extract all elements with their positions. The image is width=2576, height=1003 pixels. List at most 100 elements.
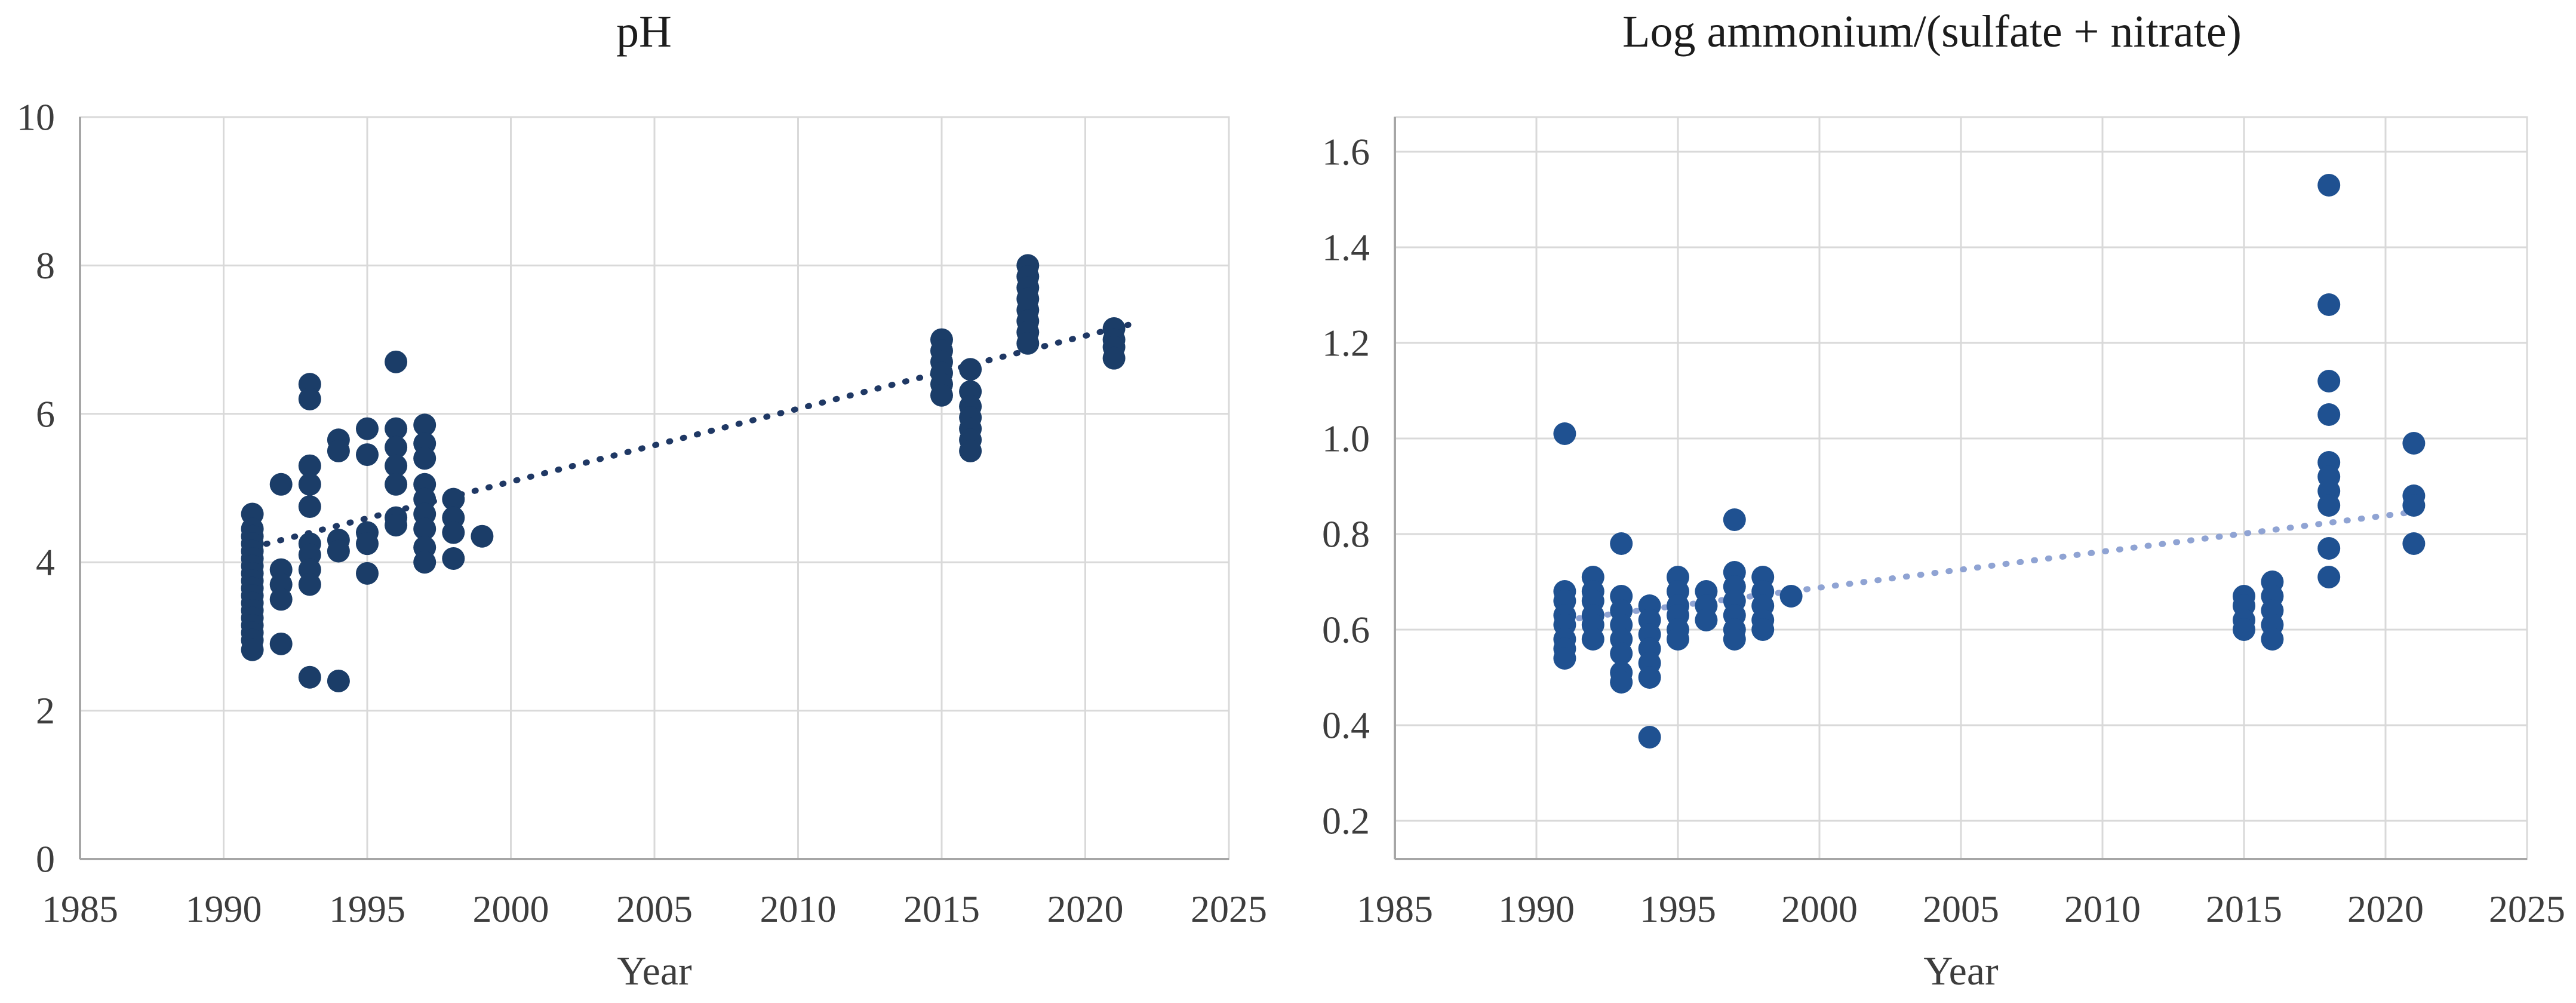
x-tick-label: 2005 <box>1923 888 1999 930</box>
y-tick-label: 1.2 <box>1322 322 1370 364</box>
data-point <box>2402 494 2426 517</box>
y-tick-label: 0.2 <box>1322 800 1370 842</box>
trendline <box>249 321 1132 551</box>
data-point <box>385 473 408 496</box>
data-point <box>327 539 350 563</box>
data-point <box>1638 726 1661 749</box>
data-point <box>413 413 436 437</box>
data-point <box>385 417 408 440</box>
data-point <box>269 588 293 611</box>
y-tick-label: 0.8 <box>1322 513 1370 556</box>
y-tick-label: 1.4 <box>1322 226 1370 269</box>
data-point <box>1610 642 1633 665</box>
trendline <box>1561 507 2431 623</box>
ph-chart-title: pH <box>616 7 672 57</box>
data-point <box>385 435 408 459</box>
x-axis-title: Year <box>617 948 692 993</box>
data-point <box>2317 537 2341 560</box>
ph-chart-plot: 0 2 4 6 8 10 1985 1990 1995 2000 2005 2010 2015 2020 2… <box>17 96 1267 994</box>
data-point <box>298 573 321 596</box>
data-point <box>327 669 350 692</box>
data-point <box>1581 628 1604 651</box>
x-tick-label: 1995 <box>1640 888 1716 930</box>
data-point <box>2261 628 2284 651</box>
data-point <box>413 551 436 574</box>
data-point <box>298 454 321 477</box>
data-point <box>2317 370 2341 392</box>
data-point <box>356 532 379 556</box>
y-tick-label: 0.6 <box>1322 609 1370 651</box>
data-point <box>442 521 465 544</box>
data-point <box>2317 566 2341 588</box>
y-tick-label: 1.6 <box>1322 131 1370 173</box>
data-point <box>413 517 436 541</box>
x-tick-label: 2025 <box>1191 888 1267 930</box>
data-point <box>298 495 321 519</box>
data-point <box>1553 647 1576 670</box>
data-point <box>2317 174 2341 197</box>
x-tick-label: 1985 <box>42 888 118 930</box>
data-point <box>356 417 379 440</box>
x-tick-label: 2025 <box>2489 888 2565 930</box>
data-point <box>269 632 293 655</box>
x-tick-label: 2000 <box>1781 888 1858 930</box>
x-tick-label: 2015 <box>903 888 980 930</box>
data-point <box>385 350 408 373</box>
data-point <box>1016 332 1040 355</box>
data-point <box>298 665 321 689</box>
ammonium-ratio-chart: Log ammonium/(sulfate + nitrate) 0.2 0.4 0… <box>1288 0 2576 1003</box>
x-axis-title: Year <box>1923 948 1999 993</box>
x-tick-label: 1985 <box>1357 888 1433 930</box>
data-point <box>356 443 379 467</box>
data-point <box>2233 618 2255 641</box>
x-tick-label: 2010 <box>2064 888 2141 930</box>
data-point <box>2402 432 2426 455</box>
y-tick-label: 6 <box>36 392 55 435</box>
data-point <box>298 473 321 496</box>
data-point <box>959 358 982 381</box>
data-point <box>269 473 293 496</box>
data-point <box>442 547 465 570</box>
y-tick-label: 10 <box>17 96 55 139</box>
data-point <box>1610 671 1633 694</box>
data-point <box>1667 628 1689 651</box>
data-point <box>385 454 408 477</box>
ammonium-ratio-chart-title: Log ammonium/(sulfate + nitrate) <box>1622 7 2242 57</box>
data-point <box>241 638 264 661</box>
data-point <box>327 439 350 462</box>
data-point <box>1723 628 1746 651</box>
data-point <box>356 562 379 585</box>
data-point <box>1779 585 1803 608</box>
data-point <box>959 439 982 462</box>
y-tick-label: 8 <box>36 244 55 287</box>
x-tick-label: 1990 <box>186 888 262 930</box>
data-point <box>385 514 408 537</box>
x-tick-label: 2000 <box>473 888 549 930</box>
x-tick-label: 1995 <box>329 888 405 930</box>
data-point <box>413 447 436 470</box>
data-point <box>1553 422 1576 445</box>
x-tick-label: 2015 <box>2206 888 2282 930</box>
data-point <box>471 524 494 548</box>
x-tick-label: 2020 <box>1047 888 1124 930</box>
y-tick-label: 0.4 <box>1322 704 1370 747</box>
data-point <box>1638 666 1661 689</box>
data-point <box>442 487 465 511</box>
ph-chart: pH 0 2 4 6 8 10 1985 1990 1995 2000 2005 2010 2015 20… <box>17 7 1267 994</box>
data-point <box>1102 346 1126 370</box>
y-tick-label: 1.0 <box>1322 418 1370 460</box>
y-tick-label: 4 <box>36 541 55 584</box>
x-tick-label: 2020 <box>2347 888 2424 930</box>
data-point <box>1695 609 1718 631</box>
data-point <box>2317 293 2341 316</box>
x-tick-label: 2010 <box>760 888 837 930</box>
data-point <box>298 387 321 410</box>
data-point <box>1751 618 1775 641</box>
x-tick-label: 1990 <box>1498 888 1575 930</box>
data-point <box>2402 532 2426 555</box>
y-tick-label: 0 <box>36 838 55 881</box>
y-tick-label: 2 <box>36 689 55 732</box>
data-point <box>2317 403 2341 426</box>
x-tick-label: 2005 <box>616 888 693 930</box>
